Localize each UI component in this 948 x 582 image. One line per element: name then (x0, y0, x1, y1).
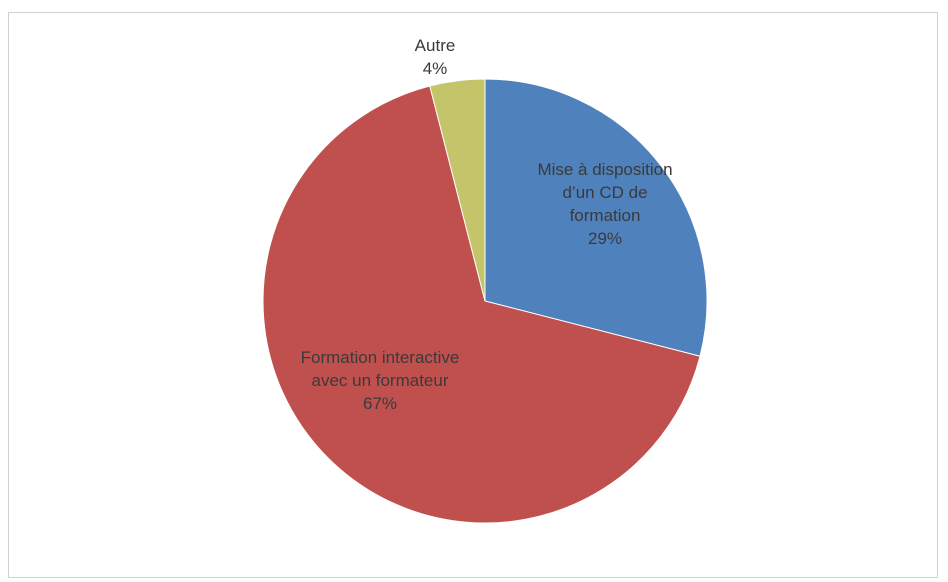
value-label: 4% (422, 59, 448, 78)
pie-slice (429, 78, 486, 302)
category-label: Mise à disposition d’un CD de formation (537, 160, 673, 225)
category-label: Formation interactive avec un formateur (300, 348, 460, 390)
slice-label: Autre 4% (395, 34, 475, 80)
slice-label: Mise à disposition d’un CD de formation 2… (535, 158, 675, 250)
slice-label: Formation interactive avec un formateur 6… (300, 346, 460, 415)
value-label: 29% (587, 229, 623, 248)
category-label: Autre (414, 36, 456, 55)
value-label: 67% (362, 394, 398, 413)
pie-slice (262, 85, 701, 524)
chart-frame (8, 12, 938, 578)
pie-slice (484, 78, 708, 357)
